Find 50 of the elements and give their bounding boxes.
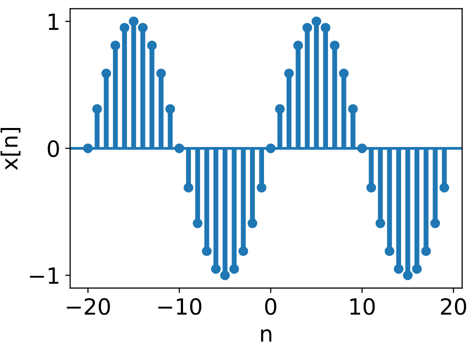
point bbox=[256, 182, 266, 193]
x-tick-label: −10 bbox=[158, 298, 202, 315]
point bbox=[293, 40, 303, 50]
point bbox=[211, 264, 221, 274]
point bbox=[220, 270, 230, 280]
point bbox=[366, 182, 376, 193]
point bbox=[120, 22, 130, 33]
point bbox=[330, 40, 340, 50]
point bbox=[92, 104, 102, 114]
point bbox=[202, 246, 212, 256]
point bbox=[165, 104, 176, 114]
x-tick-label: 10 bbox=[350, 298, 375, 315]
point bbox=[402, 270, 413, 280]
point bbox=[266, 143, 276, 154]
point bbox=[338, 68, 349, 78]
point bbox=[192, 218, 202, 228]
point bbox=[376, 218, 386, 228]
x-axis-title: n bbox=[261, 329, 272, 342]
y-tick-label: −1 bbox=[30, 268, 58, 284]
point bbox=[101, 68, 112, 78]
point bbox=[156, 68, 166, 78]
point bbox=[110, 40, 120, 50]
point bbox=[384, 246, 394, 256]
point bbox=[238, 246, 248, 256]
point bbox=[439, 182, 450, 193]
point bbox=[348, 104, 358, 114]
y-tick-label: 0 bbox=[48, 140, 59, 158]
point bbox=[357, 143, 367, 154]
x-tick-label: 0 bbox=[265, 298, 276, 315]
point bbox=[302, 22, 312, 33]
point bbox=[147, 40, 157, 50]
x-tick-label: −20 bbox=[66, 298, 110, 315]
y-tick-label: 1 bbox=[48, 14, 58, 30]
point bbox=[320, 22, 330, 33]
point bbox=[83, 143, 93, 154]
point bbox=[284, 68, 294, 78]
point bbox=[229, 264, 240, 274]
point bbox=[128, 16, 139, 26]
point bbox=[248, 218, 258, 228]
point bbox=[312, 16, 322, 26]
point bbox=[412, 264, 422, 274]
y-axis-title: x[n] bbox=[0, 128, 20, 170]
point bbox=[174, 143, 184, 154]
x-tick-label: 20 bbox=[440, 298, 466, 315]
point bbox=[274, 104, 285, 114]
point bbox=[184, 182, 194, 193]
point bbox=[430, 218, 440, 228]
point bbox=[394, 264, 404, 274]
point bbox=[138, 22, 148, 33]
point bbox=[421, 246, 431, 256]
